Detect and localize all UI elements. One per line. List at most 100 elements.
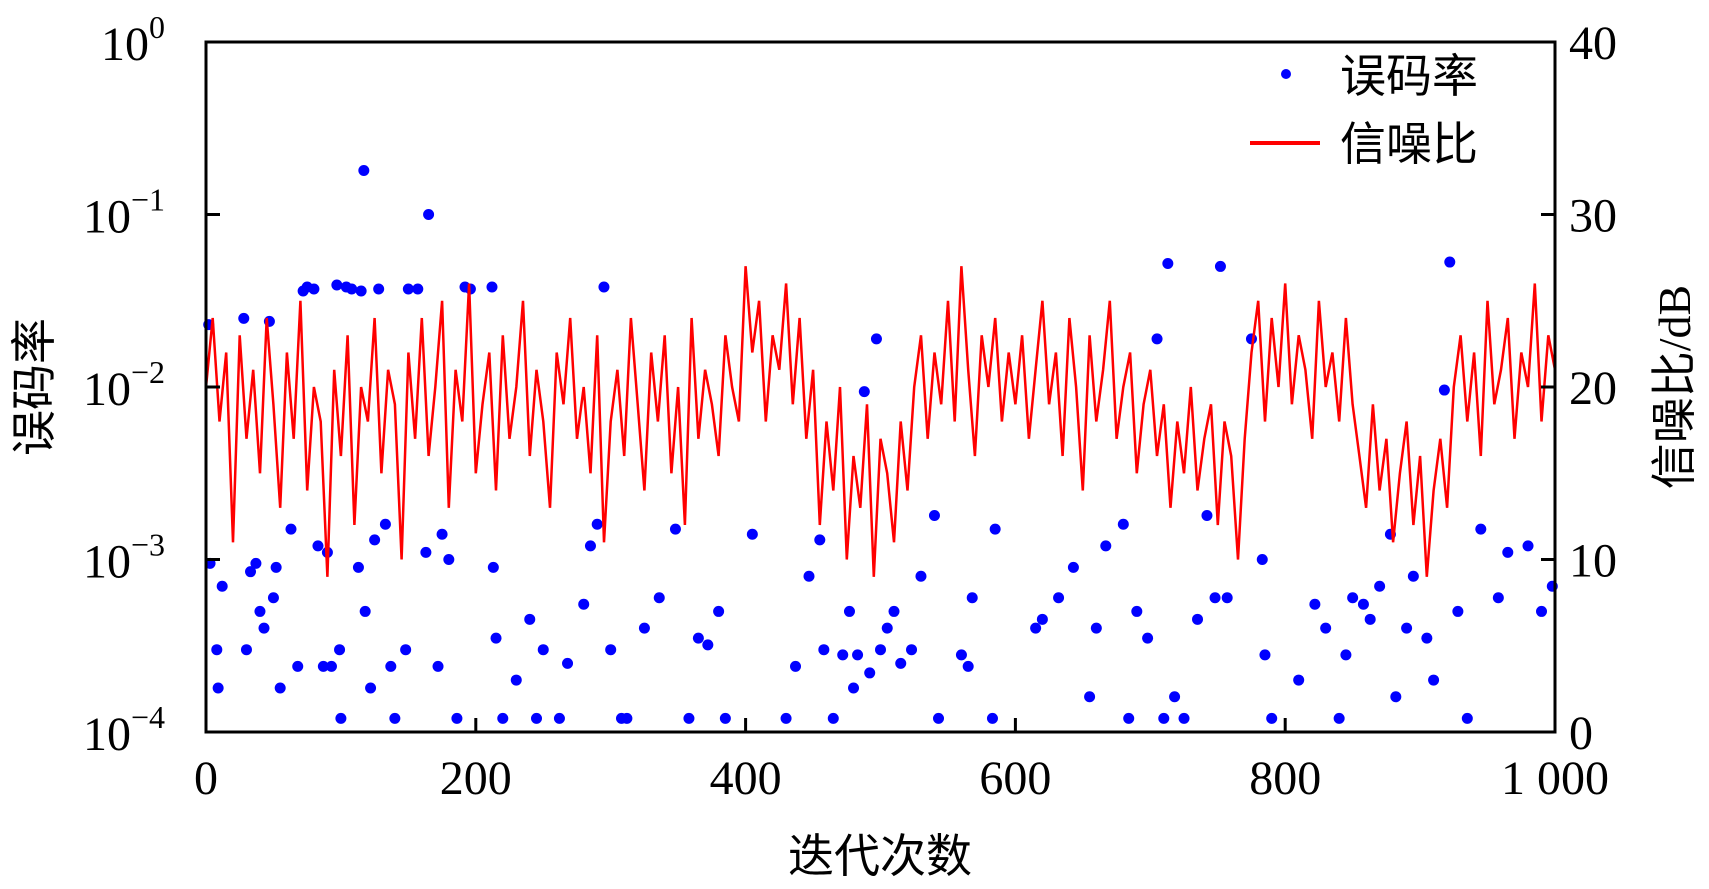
ber-point [365,682,377,694]
y-left-tick-label: 10−3 [83,527,165,589]
ber-point [274,682,286,694]
ber-point [451,712,463,724]
ber-point [638,622,650,634]
ber-point [827,712,839,724]
ber-point [1256,554,1268,565]
ber-point [524,613,536,625]
ber-point [285,523,297,535]
ber-point [848,682,860,694]
y-axis-right: 0 10 20 30 40 [1541,17,1617,760]
ber-point [352,561,364,573]
ber-point [1333,712,1345,724]
ber-point [402,283,414,295]
ber-point [1036,613,1048,625]
x-tick-label: 400 [710,752,782,805]
ber-point [1502,546,1514,558]
ber-point [346,283,358,295]
ber-point [325,660,337,672]
legend-label-ber: 误码率 [1340,51,1478,102]
ber-point [966,592,978,604]
ber-point [211,644,223,656]
ber-point [962,660,974,672]
x-tick-label: 200 [440,752,512,805]
ber-point [895,657,907,669]
ber-point [487,561,499,573]
ber-point [490,632,502,644]
ber-point [692,632,704,644]
ber-point [1340,649,1352,661]
ber-point [1438,384,1450,396]
ber-point [1364,613,1376,625]
ber-point [412,283,424,295]
ber-point [1151,333,1163,345]
ber-point [216,580,228,592]
ber-point [308,283,320,295]
ber-point [389,712,401,724]
ber-point [331,279,343,291]
ber-point [1428,674,1440,686]
x-tick-label: 1 000 [1501,752,1609,805]
ber-point [334,644,346,656]
ber-point [702,639,714,651]
ber-point [1192,613,1204,625]
ber-point [906,644,918,656]
y-right-tick-label: 20 [1569,362,1617,415]
ber-point [843,605,855,617]
ber-point [1214,260,1226,272]
ber-point [875,644,886,656]
ber-point [1347,592,1359,604]
ber-point [240,644,252,656]
ber-point [245,566,257,578]
ber-point [436,528,448,540]
ber-point [369,534,381,546]
ber-point [1461,712,1473,724]
ber-point [292,660,304,672]
ber-point [531,712,543,724]
ber-point [928,509,940,521]
y-axis-left-label: 误码率 [9,318,60,456]
x-axis: 0 200 400 600 800 1 000 [194,718,1609,805]
ber-point [212,682,224,694]
ber-point [1452,605,1464,617]
ber-point [584,540,596,552]
y-left-tick-label: 100 [101,9,165,71]
y-right-tick-label: 30 [1569,190,1617,243]
ber-point [864,667,876,679]
ber-point [1245,333,1257,345]
ber-point [578,598,590,610]
ber-point [915,570,927,582]
ber-point [814,534,826,546]
ber-point [420,546,432,558]
ber-point [1209,592,1221,604]
ber-point [598,281,610,293]
y-right-tick-label: 10 [1569,535,1617,588]
ber-point [605,644,617,656]
ber-point [1142,632,1154,644]
plot-area [203,164,1558,724]
ber-point [553,712,565,724]
ber-point [355,285,367,297]
ber-point [1293,674,1305,686]
ber-point [1030,622,1042,634]
ber-point [933,712,945,724]
ber-point [335,712,347,724]
ber-point [746,528,758,540]
x-tick-label: 600 [979,752,1051,805]
ber-point [432,660,444,672]
ber-point [1374,580,1386,592]
legend: 误码率 信噪比 [1250,51,1478,170]
ber-point [312,540,324,552]
ber-point [1320,622,1332,634]
ber-point [1084,691,1096,703]
ber-point [1117,518,1129,530]
ber-point [1401,622,1413,634]
ber-point [803,570,815,582]
y-right-tick-label: 40 [1569,17,1617,70]
ber-point [1444,256,1456,268]
ber-point [1178,712,1190,724]
ber-point [358,164,370,176]
ber-point [653,592,665,604]
ber-point [1100,540,1112,552]
ber-point [837,649,849,661]
